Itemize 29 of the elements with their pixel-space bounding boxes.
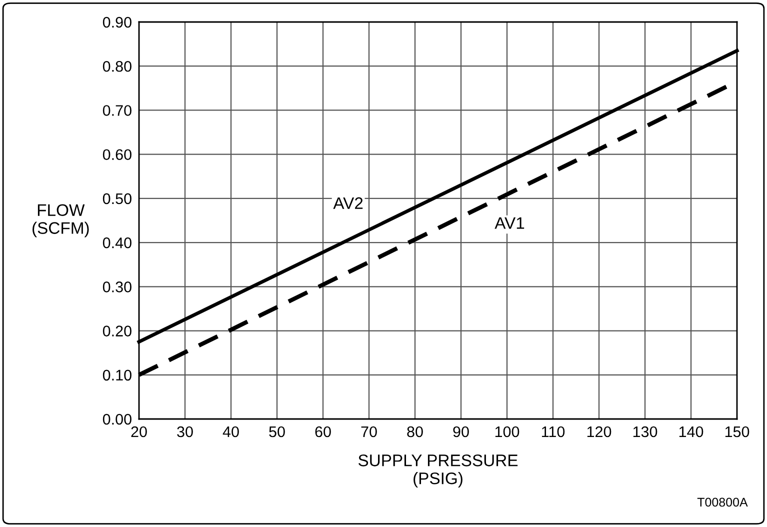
- y-tick-label: 0.20: [102, 326, 132, 336]
- x-axis-title: SUPPLY PRESSURE (PSIG): [358, 454, 518, 488]
- y-tick-label: 0.50: [102, 193, 132, 204]
- x-tick-label: 50: [269, 426, 285, 438]
- text: T00800A: [697, 498, 748, 507]
- x-tick-label: 20: [131, 426, 147, 438]
- x-tick-label: 70: [361, 426, 377, 438]
- y-tick-label: 0.90: [102, 16, 132, 28]
- series-label: AV1: [494, 217, 524, 229]
- x-tick-label: 120: [587, 426, 612, 438]
- y-tick-label: 0.70: [102, 105, 132, 116]
- x-tick-label: 80: [407, 426, 423, 438]
- x-tick-label: 40: [222, 426, 239, 438]
- x-tick-label: 150: [725, 426, 750, 438]
- y-tick-label: 0.80: [102, 60, 132, 72]
- x-tick-label: 30: [177, 426, 193, 438]
- y-axis-title: FLOW (SCFM): [32, 204, 89, 238]
- y-tick-label: 0.10: [102, 370, 132, 381]
- x-tick-label: 140: [679, 426, 704, 438]
- series-label: AV2: [333, 197, 363, 209]
- y-tick-label: 0.00: [102, 414, 132, 425]
- x-tick-label: 110: [542, 426, 565, 438]
- x-tick-label: 60: [315, 426, 331, 438]
- y-tick-label: 0.30: [102, 282, 132, 292]
- x-tick-label: 100: [495, 426, 520, 438]
- y-tick-label: 0.40: [102, 237, 132, 248]
- x-tick-label: 130: [633, 426, 658, 438]
- x-tick-label: 90: [453, 426, 469, 438]
- y-tick-label: 0.60: [102, 149, 132, 160]
